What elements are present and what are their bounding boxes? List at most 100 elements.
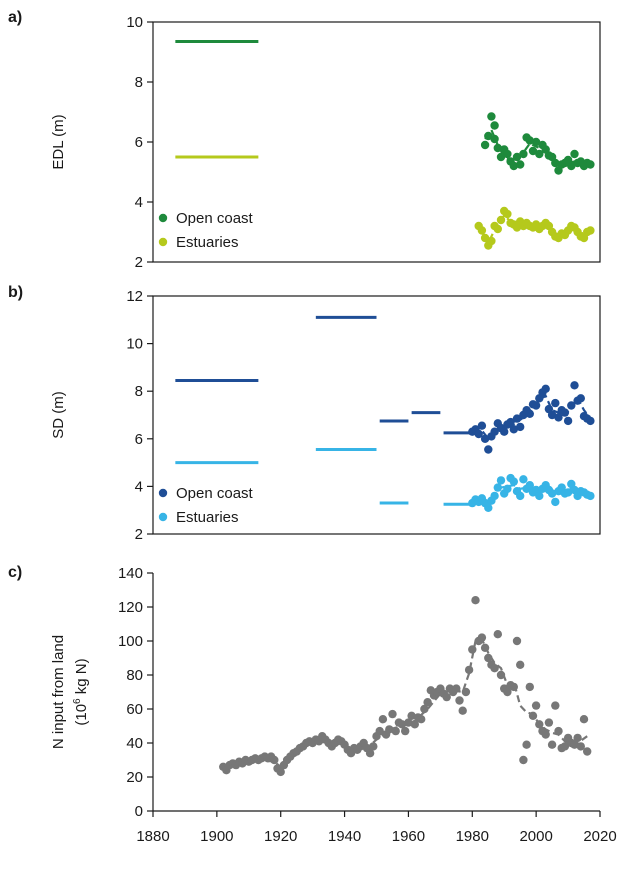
y-tick-label: 4 xyxy=(135,194,143,211)
legend-label-open-coast: Open coast xyxy=(176,210,254,227)
legend-marker-open-coast xyxy=(158,488,168,498)
series-data-point xyxy=(391,726,400,736)
series-data-point xyxy=(570,740,579,749)
estuaries-data-point xyxy=(496,215,506,225)
series-data-point xyxy=(531,701,541,710)
series-data-point xyxy=(452,684,461,693)
legend-marker-open-coast xyxy=(158,213,168,223)
series-data-point xyxy=(535,720,544,729)
panel-c-label: c) xyxy=(8,564,22,581)
estuaries-data-point xyxy=(516,491,525,501)
x-tick-label: 2000 xyxy=(519,828,552,845)
x-tick-label: 1880 xyxy=(136,828,169,845)
series-data-point xyxy=(490,664,499,673)
open-coast-data-point xyxy=(509,161,518,171)
series-data-point xyxy=(455,696,464,705)
series-data-point xyxy=(551,701,560,710)
x-tick-label: 2020 xyxy=(583,828,616,845)
panel-a: a) EDL (m) 2 4 6 8 10 Open coast Estuaries xyxy=(8,9,601,271)
series-data-point xyxy=(516,660,525,669)
estuaries-data-point xyxy=(490,491,499,501)
legend-marker-estuaries xyxy=(158,512,168,522)
y-tick-label: 60 xyxy=(126,701,143,718)
open-coast-data-point xyxy=(567,401,576,410)
open-coast-data-point xyxy=(496,152,506,162)
series-data-point xyxy=(385,725,394,734)
estuaries-data-point xyxy=(509,477,518,486)
series-data-point xyxy=(407,711,416,720)
panel-b-ylabel: SD (m) xyxy=(50,391,67,439)
x-tick-label: 1900 xyxy=(200,828,233,845)
panel-b: b) SD (m) 2 4 6 8 10 12 Open coast Estuaries xyxy=(8,284,601,543)
series-data-point xyxy=(583,747,592,756)
series-data-point xyxy=(528,711,538,720)
series-data-point xyxy=(480,643,490,652)
panel-b-data xyxy=(175,315,595,512)
series-data-point xyxy=(519,755,528,765)
series-data-point xyxy=(576,742,585,751)
estuaries-data-point xyxy=(519,475,528,484)
estuaries-data-point xyxy=(525,481,534,490)
open-coast-data-point xyxy=(570,381,579,390)
panel-b-legend: Open coast Estuaries xyxy=(158,485,254,526)
series-data-point xyxy=(477,633,487,642)
panel-c-yaxis: 0 20 40 60 80 100 120 140 xyxy=(118,565,153,820)
estuaries-data-point xyxy=(586,491,595,501)
panel-c: c) N input from land (106 kg N) 0 20 40 60 8… xyxy=(8,564,617,845)
series-data-point xyxy=(417,715,426,724)
open-coast-data-point xyxy=(541,384,550,393)
series-data-point xyxy=(388,709,397,719)
series-data-point xyxy=(404,718,413,727)
panel-b-label: b) xyxy=(8,284,23,301)
open-coast-data-point xyxy=(576,394,585,403)
series-data-point xyxy=(276,767,285,777)
open-coast-data-point xyxy=(570,149,579,159)
y-tick-label: 12 xyxy=(126,288,143,305)
series-data-point xyxy=(270,755,279,765)
series-data-point xyxy=(471,596,480,605)
y-tick-label: 80 xyxy=(126,667,143,684)
estuaries-data-point xyxy=(496,476,506,485)
estuaries-data-point xyxy=(551,497,560,507)
estuaries-data-point xyxy=(563,488,573,497)
open-coast-data-point xyxy=(516,160,525,169)
open-coast-data-point xyxy=(560,408,570,417)
panel-a-label: a) xyxy=(8,9,22,26)
open-coast-data-point xyxy=(525,409,534,418)
y-tick-label: 2 xyxy=(135,526,143,543)
open-coast-data-point xyxy=(503,149,512,159)
series-data-point xyxy=(541,730,550,739)
open-coast-data-point xyxy=(586,416,595,426)
open-coast-data-point xyxy=(525,136,534,145)
open-coast-data-point xyxy=(563,416,573,426)
legend-label-estuaries: Estuaries xyxy=(176,509,239,526)
panel-c-ylabel-line1: N input from land xyxy=(50,635,67,749)
estuaries-data-point xyxy=(586,226,595,235)
series-data-point xyxy=(397,720,407,729)
panel-a-legend: Open coast Estuaries xyxy=(158,210,254,251)
series-data-point xyxy=(493,630,502,639)
open-coast-data-point xyxy=(512,152,522,162)
open-coast-data-point xyxy=(509,425,518,434)
series-data-point xyxy=(458,706,467,715)
series-data-point xyxy=(401,726,410,736)
open-coast-data-point xyxy=(500,427,509,436)
open-coast-data-point xyxy=(493,143,502,153)
open-coast-data-point xyxy=(528,146,538,156)
open-coast-data-point xyxy=(531,137,541,147)
series-data-point xyxy=(461,687,471,697)
series-data-point xyxy=(420,704,429,714)
y-tick-label: 20 xyxy=(126,769,143,786)
series-data-point xyxy=(378,715,388,724)
y-tick-label: 10 xyxy=(126,14,143,31)
legend-label-estuaries: Estuaries xyxy=(176,234,239,251)
estuaries-data-point xyxy=(535,491,544,501)
legend-label-open-coast: Open coast xyxy=(176,485,254,502)
open-coast-data-point xyxy=(484,445,493,454)
series-data-point xyxy=(554,726,563,736)
open-coast-data-point xyxy=(480,434,490,443)
open-coast-data-point xyxy=(484,131,493,141)
series-data-point xyxy=(512,636,522,646)
estuaries-data-point xyxy=(484,503,493,512)
